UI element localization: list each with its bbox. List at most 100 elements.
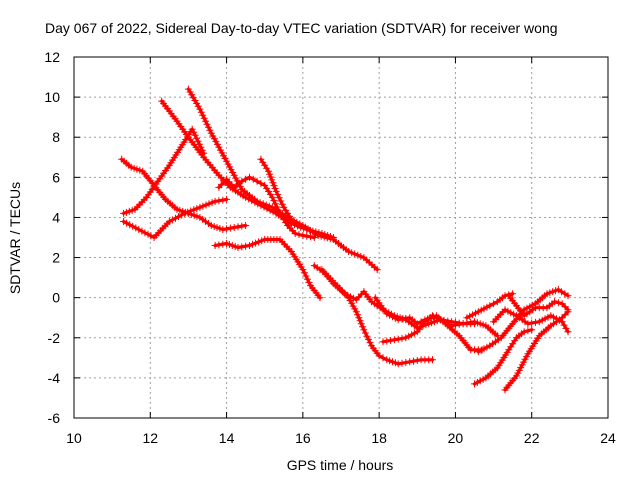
data-point xyxy=(551,298,559,306)
data-point xyxy=(268,193,276,201)
data-point xyxy=(205,123,212,131)
data-point xyxy=(252,239,260,247)
data-point xyxy=(225,241,233,248)
data-point xyxy=(474,308,482,316)
data-point xyxy=(202,201,210,209)
data-point xyxy=(564,328,572,336)
y-tick-label: -4 xyxy=(48,370,61,386)
data-point xyxy=(406,358,414,366)
data-point xyxy=(389,313,396,321)
data-point xyxy=(520,328,528,336)
data-point xyxy=(219,226,227,233)
data-point xyxy=(223,225,231,233)
data-point xyxy=(191,97,199,104)
chart-title: Day 067 of 2022, Sidereal Day-to-day VTE… xyxy=(45,20,558,36)
x-tick-label: 12 xyxy=(142,430,158,446)
data-point xyxy=(165,218,173,225)
data-point xyxy=(205,200,213,208)
data-point xyxy=(307,233,314,241)
x-tick-label: 14 xyxy=(219,430,235,446)
data-point xyxy=(184,85,192,93)
data-point xyxy=(133,165,141,173)
data-point xyxy=(184,208,192,216)
data-point xyxy=(238,177,246,185)
data-point xyxy=(480,345,488,353)
data-point xyxy=(554,299,562,307)
y-tick-label: -6 xyxy=(48,410,61,426)
data-point xyxy=(302,272,310,280)
y-tick-label: 10 xyxy=(44,89,60,105)
data-point xyxy=(271,200,279,208)
data-point xyxy=(528,319,536,327)
data-point xyxy=(125,207,133,215)
data-point xyxy=(383,337,391,345)
data-point xyxy=(187,207,195,215)
data-point xyxy=(270,182,278,190)
data-point xyxy=(455,320,463,328)
data-point xyxy=(394,316,402,324)
data-point xyxy=(200,114,208,122)
data-point xyxy=(213,224,221,231)
data-point xyxy=(348,249,356,257)
data-point xyxy=(127,163,135,171)
data-point xyxy=(320,233,328,241)
data-point xyxy=(341,290,349,298)
data-point xyxy=(561,303,569,311)
data-point xyxy=(528,326,536,334)
data-point xyxy=(354,251,362,259)
data-point xyxy=(246,242,253,249)
y-tick-label: 12 xyxy=(44,49,60,65)
data-point xyxy=(172,214,179,222)
data-point xyxy=(365,335,372,343)
data-point xyxy=(219,240,227,248)
data-point xyxy=(193,99,201,107)
data-point xyxy=(524,320,532,328)
y-axis-label: SDTVAR / TECUs xyxy=(7,182,23,294)
y-tick-label: 4 xyxy=(52,209,60,225)
data-point xyxy=(490,300,498,308)
data-point xyxy=(136,166,144,174)
data-point xyxy=(273,203,281,211)
data-point xyxy=(193,134,200,142)
series-track-18 xyxy=(463,290,517,322)
series-track-8 xyxy=(257,155,303,229)
data-point xyxy=(249,175,257,183)
data-point xyxy=(316,294,324,302)
data-point xyxy=(194,137,202,145)
data-point xyxy=(402,314,410,322)
data-point xyxy=(274,206,282,214)
data-point xyxy=(386,357,394,365)
data-point xyxy=(278,200,286,208)
data-point xyxy=(471,318,478,326)
data-point xyxy=(402,334,410,342)
data-point xyxy=(257,179,265,187)
data-point xyxy=(242,193,250,201)
data-point xyxy=(317,232,325,240)
x-tick-label: 22 xyxy=(524,430,540,446)
data-point xyxy=(190,206,198,214)
data-point xyxy=(366,339,374,347)
data-point xyxy=(265,202,273,210)
data-point xyxy=(345,248,353,255)
data-point xyxy=(355,314,363,322)
data-point xyxy=(558,300,566,308)
data-point xyxy=(305,278,313,286)
series-track-16 xyxy=(490,306,572,336)
data-point xyxy=(249,240,256,248)
series-track-7 xyxy=(215,173,318,241)
series-track-15 xyxy=(501,308,572,394)
data-point xyxy=(356,317,364,325)
data-point xyxy=(359,323,367,331)
data-point xyxy=(178,211,186,219)
data-point xyxy=(208,199,216,207)
data-point xyxy=(386,311,394,319)
data-point xyxy=(398,359,406,367)
data-point xyxy=(120,218,128,225)
data-point xyxy=(398,334,406,342)
data-point xyxy=(196,105,204,113)
data-point xyxy=(230,224,238,231)
series-track-6 xyxy=(211,236,324,302)
data-point xyxy=(193,212,201,220)
data-point xyxy=(432,314,440,322)
